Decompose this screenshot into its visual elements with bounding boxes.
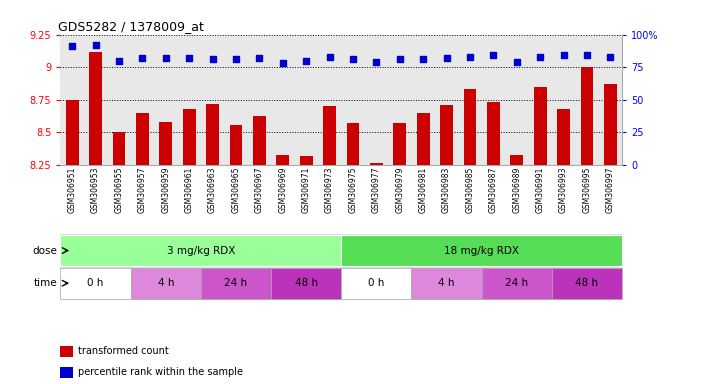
Bar [277,155,289,165]
Bar [271,268,341,299]
Text: 4 h: 4 h [439,278,455,288]
Bar [393,123,406,165]
Text: 24 h: 24 h [225,278,247,288]
Text: time: time [33,278,57,288]
Bar [370,162,383,165]
Bar [300,156,313,165]
Bar [552,268,622,299]
Point [582,52,593,58]
Point [301,58,312,64]
Point [160,55,171,61]
Point [370,59,382,65]
Point [66,43,77,50]
Text: 3 mg/kg RDX: 3 mg/kg RDX [166,245,235,256]
Bar [412,268,482,299]
Bar [60,268,131,299]
Point [558,52,570,58]
Bar [510,155,523,165]
Text: 24 h: 24 h [506,278,528,288]
Bar [534,87,547,165]
Text: 4 h: 4 h [158,278,174,288]
Bar [604,84,617,165]
Bar [131,268,201,299]
Point [394,56,405,63]
Point [324,54,336,60]
Text: GDS5282 / 1378009_at: GDS5282 / 1378009_at [58,20,203,33]
Point [347,56,358,63]
Bar [346,123,360,165]
Point [113,58,124,64]
Bar [65,100,79,165]
Bar [206,104,219,165]
Bar [464,89,476,165]
Bar [341,235,622,266]
Text: 0 h: 0 h [368,278,385,288]
Point [535,54,546,60]
Point [441,55,452,61]
Text: 0 h: 0 h [87,278,104,288]
Bar [60,235,341,266]
Point [488,52,499,58]
Point [277,60,289,66]
Bar [201,268,271,299]
Bar [417,113,429,165]
Bar [487,103,500,165]
Point [230,56,242,63]
Point [137,55,148,61]
Text: dose: dose [32,245,57,256]
Text: 48 h: 48 h [575,278,599,288]
Text: 48 h: 48 h [294,278,318,288]
Bar [341,268,412,299]
Point [511,59,523,65]
Bar [183,109,196,165]
Point [207,56,218,63]
Bar [323,106,336,165]
Point [183,55,195,61]
Point [90,42,101,48]
Text: percentile rank within the sample: percentile rank within the sample [78,367,243,377]
Bar [440,105,453,165]
Text: transformed count: transformed count [78,346,169,356]
Bar [89,51,102,165]
Bar [136,113,149,165]
Bar [557,109,570,165]
Point [254,55,265,61]
Bar [482,268,552,299]
Bar [230,125,242,165]
Point [464,54,476,60]
Text: 18 mg/kg RDX: 18 mg/kg RDX [444,245,519,256]
Bar [253,116,266,165]
Point [417,56,429,63]
Bar [112,132,125,165]
Bar [159,122,172,165]
Point [605,54,616,60]
Bar [581,67,594,165]
